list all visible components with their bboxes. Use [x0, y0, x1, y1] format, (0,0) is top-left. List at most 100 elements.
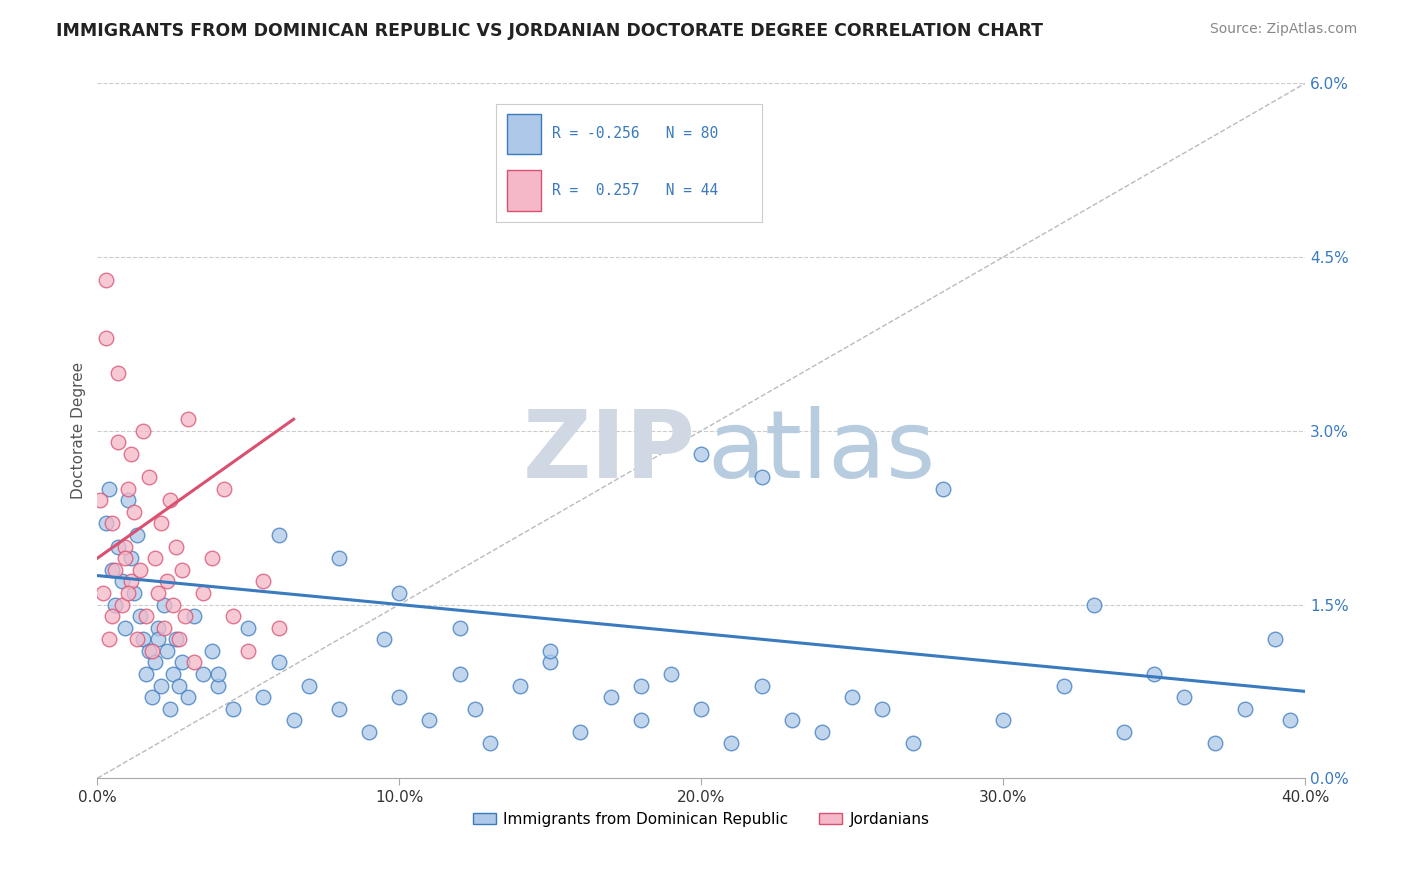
Point [720, 737, 742, 751]
Point [141, 644, 163, 658]
Point [191, 586, 214, 600]
Point [98, 482, 121, 496]
Point [630, 679, 652, 693]
Point [114, 621, 136, 635]
Point [1173, 690, 1195, 705]
Point [128, 563, 150, 577]
Point [128, 609, 150, 624]
Point [122, 586, 145, 600]
Text: Source: ZipAtlas.com: Source: ZipAtlas.com [1209, 22, 1357, 37]
Point [122, 505, 145, 519]
Point [238, 644, 260, 658]
Point [89, 493, 111, 508]
Point [159, 702, 181, 716]
Point [170, 656, 193, 670]
Point [149, 679, 172, 693]
Point [156, 574, 179, 589]
Point [478, 737, 501, 751]
Point [1083, 598, 1105, 612]
Point [96, 273, 118, 287]
Point [207, 679, 229, 693]
Point [659, 667, 682, 681]
Point [267, 656, 290, 670]
Point [599, 690, 621, 705]
Point [110, 598, 132, 612]
Point [114, 540, 136, 554]
Point [162, 667, 184, 681]
Point [96, 516, 118, 531]
Point [170, 563, 193, 577]
Point [110, 574, 132, 589]
Point [298, 679, 321, 693]
Point [138, 470, 160, 484]
Point [104, 563, 127, 577]
Point [201, 644, 224, 658]
Point [93, 586, 115, 600]
Y-axis label: Doctorate Degree: Doctorate Degree [72, 362, 86, 500]
Point [630, 714, 652, 728]
Point [252, 690, 274, 705]
Point [167, 632, 190, 647]
Point [125, 528, 148, 542]
Point [107, 540, 129, 554]
Point [183, 656, 205, 670]
Point [167, 679, 190, 693]
Point [131, 632, 153, 647]
Point [359, 725, 381, 739]
Point [811, 725, 834, 739]
Point [464, 702, 486, 716]
Point [120, 447, 142, 461]
Point [191, 667, 214, 681]
Point [388, 690, 411, 705]
Point [841, 690, 863, 705]
Point [538, 656, 561, 670]
Point [449, 667, 471, 681]
Point [159, 493, 181, 508]
Point [283, 714, 305, 728]
Point [449, 621, 471, 635]
Point [107, 435, 129, 450]
Point [135, 609, 157, 624]
Point [901, 737, 924, 751]
Point [135, 667, 157, 681]
Point [1112, 725, 1135, 739]
Text: ZIP: ZIP [522, 406, 695, 498]
Point [138, 644, 160, 658]
Point [932, 482, 955, 496]
Point [388, 586, 411, 600]
Point [690, 447, 713, 461]
Point [120, 551, 142, 566]
Point [162, 598, 184, 612]
Point [373, 632, 395, 647]
Point [177, 412, 200, 426]
Point [267, 528, 290, 542]
Point [146, 586, 169, 600]
Point [267, 621, 290, 635]
Point [98, 632, 121, 647]
Point [222, 609, 245, 624]
Point [418, 714, 440, 728]
Point [156, 644, 179, 658]
Point [238, 621, 260, 635]
Legend: Immigrants from Dominican Republic, Jordanians: Immigrants from Dominican Republic, Jord… [467, 805, 936, 833]
Point [991, 714, 1014, 728]
Point [328, 551, 350, 566]
Text: IMMIGRANTS FROM DOMINICAN REPUBLIC VS JORDANIAN DOCTORATE DEGREE CORRELATION CHA: IMMIGRANTS FROM DOMINICAN REPUBLIC VS JO… [56, 22, 1043, 40]
Point [141, 690, 163, 705]
Point [1052, 679, 1074, 693]
Point [1233, 702, 1256, 716]
Point [143, 551, 166, 566]
Point [117, 586, 139, 600]
Point [690, 702, 713, 716]
Point [101, 563, 124, 577]
Point [538, 644, 561, 658]
Point [120, 574, 142, 589]
Point [328, 702, 350, 716]
Point [152, 598, 174, 612]
Point [149, 516, 172, 531]
Point [1204, 737, 1226, 751]
Point [114, 551, 136, 566]
Point [207, 667, 229, 681]
Point [117, 482, 139, 496]
Point [872, 702, 894, 716]
